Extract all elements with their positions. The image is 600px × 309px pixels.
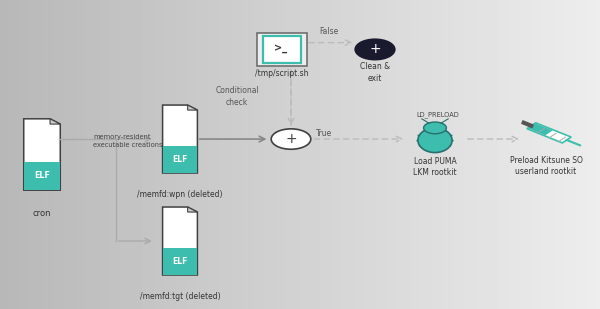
Text: Preload Kitsune SO
userland rootkit: Preload Kitsune SO userland rootkit <box>509 156 583 176</box>
Polygon shape <box>188 105 197 110</box>
Text: ELF: ELF <box>172 155 188 164</box>
Polygon shape <box>50 119 60 124</box>
Text: Load PUMA
LKM rootkit: Load PUMA LKM rootkit <box>413 157 457 177</box>
FancyBboxPatch shape <box>163 146 197 173</box>
FancyBboxPatch shape <box>257 33 307 66</box>
Ellipse shape <box>418 128 452 153</box>
FancyBboxPatch shape <box>24 162 60 190</box>
Text: Conditional
check: Conditional check <box>215 86 259 107</box>
Circle shape <box>424 122 446 134</box>
FancyBboxPatch shape <box>263 36 301 63</box>
Polygon shape <box>163 207 197 275</box>
Text: /memfd:tgt (deleted): /memfd:tgt (deleted) <box>140 292 220 301</box>
Polygon shape <box>527 123 553 135</box>
Text: /memfd:wpn (deleted): /memfd:wpn (deleted) <box>137 190 223 199</box>
Text: LD_PRELOAD: LD_PRELOAD <box>416 111 460 118</box>
Text: cron: cron <box>33 209 51 218</box>
Polygon shape <box>527 123 571 143</box>
Circle shape <box>355 39 395 60</box>
Polygon shape <box>163 105 197 173</box>
Text: +: + <box>285 132 297 146</box>
Text: +: + <box>369 42 381 57</box>
Text: >_: >_ <box>274 43 287 53</box>
Polygon shape <box>24 119 60 190</box>
Circle shape <box>271 129 311 149</box>
Text: ELF: ELF <box>34 171 50 180</box>
Text: False: False <box>319 27 338 36</box>
Text: True: True <box>316 129 332 138</box>
Text: Clean &
exit: Clean & exit <box>360 62 390 83</box>
FancyBboxPatch shape <box>163 248 197 275</box>
Text: ELF: ELF <box>172 257 188 266</box>
Text: /tmp/script.sh: /tmp/script.sh <box>255 69 309 78</box>
Polygon shape <box>188 207 197 212</box>
Text: memory-resident
executable creations: memory-resident executable creations <box>93 133 163 148</box>
